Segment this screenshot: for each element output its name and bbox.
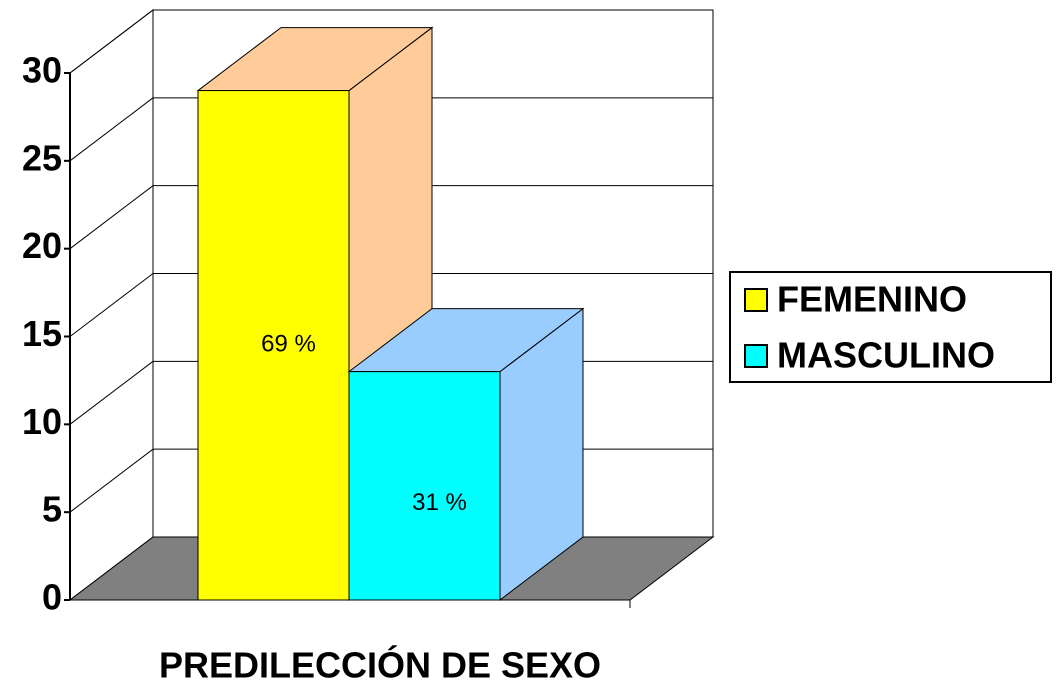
legend-label: MASCULINO xyxy=(777,335,995,376)
y-tick-label: 0 xyxy=(42,577,62,618)
grid-line xyxy=(69,97,154,162)
grid-line xyxy=(69,9,154,74)
y-tick-label: 15 xyxy=(22,313,62,354)
grid-line xyxy=(69,273,154,337)
y-tick-label: 25 xyxy=(22,137,62,178)
y-tick-label: 30 xyxy=(22,50,62,91)
legend-box xyxy=(729,271,1052,383)
bar xyxy=(348,371,501,601)
x-axis-label: PREDILECCIÓN DE SEXO xyxy=(159,644,601,686)
grid-line xyxy=(69,448,154,513)
y-tick-label: 20 xyxy=(22,225,62,266)
value-label: 31 % xyxy=(412,489,467,516)
legend-swatch xyxy=(744,288,768,312)
value-label: 69 % xyxy=(261,331,316,358)
grid-line xyxy=(69,360,154,425)
y-tick-label: 10 xyxy=(22,401,62,442)
legend-label: FEMENINO xyxy=(777,279,967,320)
bar xyxy=(197,90,350,601)
grid-line xyxy=(69,185,154,250)
y-tick-label: 5 xyxy=(42,489,62,530)
legend-swatch xyxy=(744,344,768,368)
